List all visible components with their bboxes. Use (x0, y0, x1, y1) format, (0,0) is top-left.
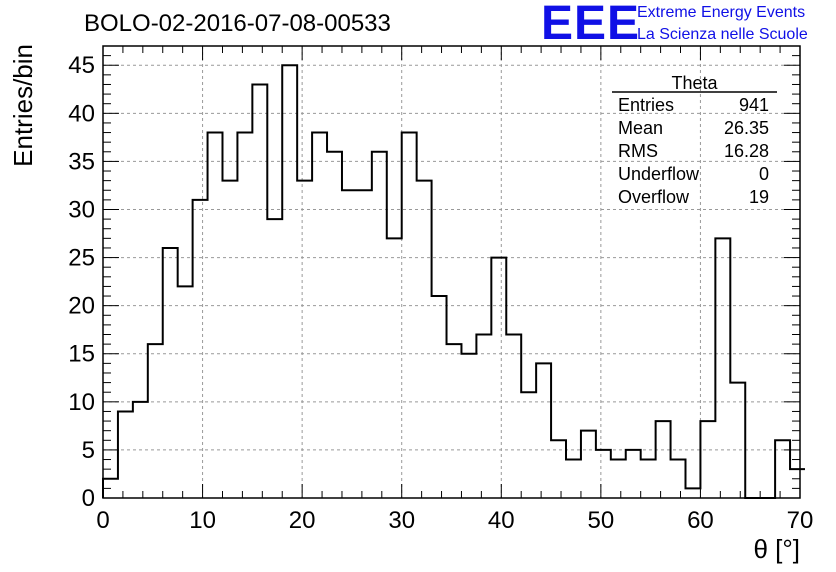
eee-logo: EEE (541, 0, 641, 50)
histogram-bin (237, 133, 252, 498)
histogram-bin (656, 421, 671, 498)
histogram-bin (685, 488, 700, 498)
histogram-bin (536, 363, 551, 498)
histogram-bin (432, 296, 447, 498)
stats-value: 16.28 (724, 141, 769, 161)
histogram-bin (222, 181, 237, 498)
y-axis-label: Entries/bin (8, 44, 38, 167)
histogram-bin (700, 421, 715, 498)
plot-frame (102, 45, 801, 499)
histogram-bin (252, 84, 267, 498)
histogram-bin (551, 440, 566, 498)
x-tick-label: 20 (289, 507, 316, 534)
histogram-bin (476, 335, 491, 498)
stats-value: 941 (739, 95, 769, 115)
histogram-bin (208, 133, 223, 498)
x-tick-label: 10 (189, 507, 216, 534)
stats-value: 0 (759, 164, 769, 184)
y-tick-label: 45 (68, 52, 95, 79)
x-tick-label: 40 (488, 507, 515, 534)
histogram-bin (581, 431, 596, 498)
y-tick-label: 15 (68, 341, 95, 368)
stats-label: RMS (618, 141, 658, 161)
histogram-bin (118, 411, 133, 498)
stats-label: Mean (618, 118, 663, 138)
x-tick-label: 30 (388, 507, 415, 534)
x-tick-label: 0 (96, 507, 109, 534)
stats-title: Theta (671, 73, 718, 93)
y-tick-label: 25 (68, 245, 95, 272)
histogram-bin (372, 152, 387, 498)
histogram-bin (506, 335, 521, 498)
y-tick-label: 10 (68, 389, 95, 416)
histogram-bin (715, 238, 730, 498)
stats-label: Underflow (618, 164, 700, 184)
histogram-bin (282, 65, 297, 498)
histogram-bin (596, 450, 611, 498)
histogram-bin (193, 200, 208, 498)
y-tick-label: 5 (82, 437, 95, 464)
logo-line-1: Extreme Energy Events (637, 4, 806, 21)
histogram-bin (357, 190, 372, 498)
histogram-bin (267, 219, 282, 498)
histogram-bin (148, 344, 163, 498)
histogram-bin (790, 469, 805, 498)
y-tick-label: 20 (68, 293, 95, 320)
histogram-outline (102, 64, 805, 499)
histogram-bin (297, 181, 312, 498)
histogram-bin (566, 460, 581, 498)
y-tick-label: 0 (82, 485, 95, 512)
histogram-bin (491, 258, 506, 498)
y-tick-label: 40 (68, 100, 95, 127)
chart-title: BOLO-02-2016-07-08-00533 (84, 10, 391, 37)
histogram-bin (671, 460, 686, 498)
histogram-bin (611, 460, 626, 498)
histogram-bin (163, 248, 178, 498)
stats-label: Entries (618, 95, 674, 115)
histogram-bin (342, 190, 357, 498)
x-axis-label: θ [°] (753, 534, 800, 564)
x-tick-label: 50 (588, 507, 615, 534)
histogram-bin (327, 152, 342, 498)
histogram-bin (447, 344, 462, 498)
histogram-bin (178, 286, 193, 498)
y-tick-label: 35 (68, 148, 95, 175)
histogram-bin (641, 460, 656, 498)
x-tick-label: 60 (687, 507, 714, 534)
histogram-bin (312, 133, 327, 498)
logo-line-2: La Scienza nelle Scuole (637, 26, 808, 43)
histogram-bin (133, 402, 148, 498)
histogram-bin (626, 450, 641, 498)
stats-label: Overflow (618, 187, 690, 207)
histogram-bin (402, 133, 417, 498)
histogram-bin (417, 181, 432, 498)
eee-logo-caption: Extreme Energy Events La Scienza nelle S… (637, 2, 808, 46)
histogram-bin (775, 440, 790, 498)
y-tick-label: 30 (68, 196, 95, 223)
histogram-bin (461, 354, 476, 498)
stats-value: 26.35 (724, 118, 769, 138)
histogram-bin (730, 383, 745, 498)
x-tick-label: 70 (787, 507, 814, 534)
stats-value: 19 (749, 187, 769, 207)
histogram-bin (387, 238, 402, 498)
histogram-bin (521, 392, 536, 498)
